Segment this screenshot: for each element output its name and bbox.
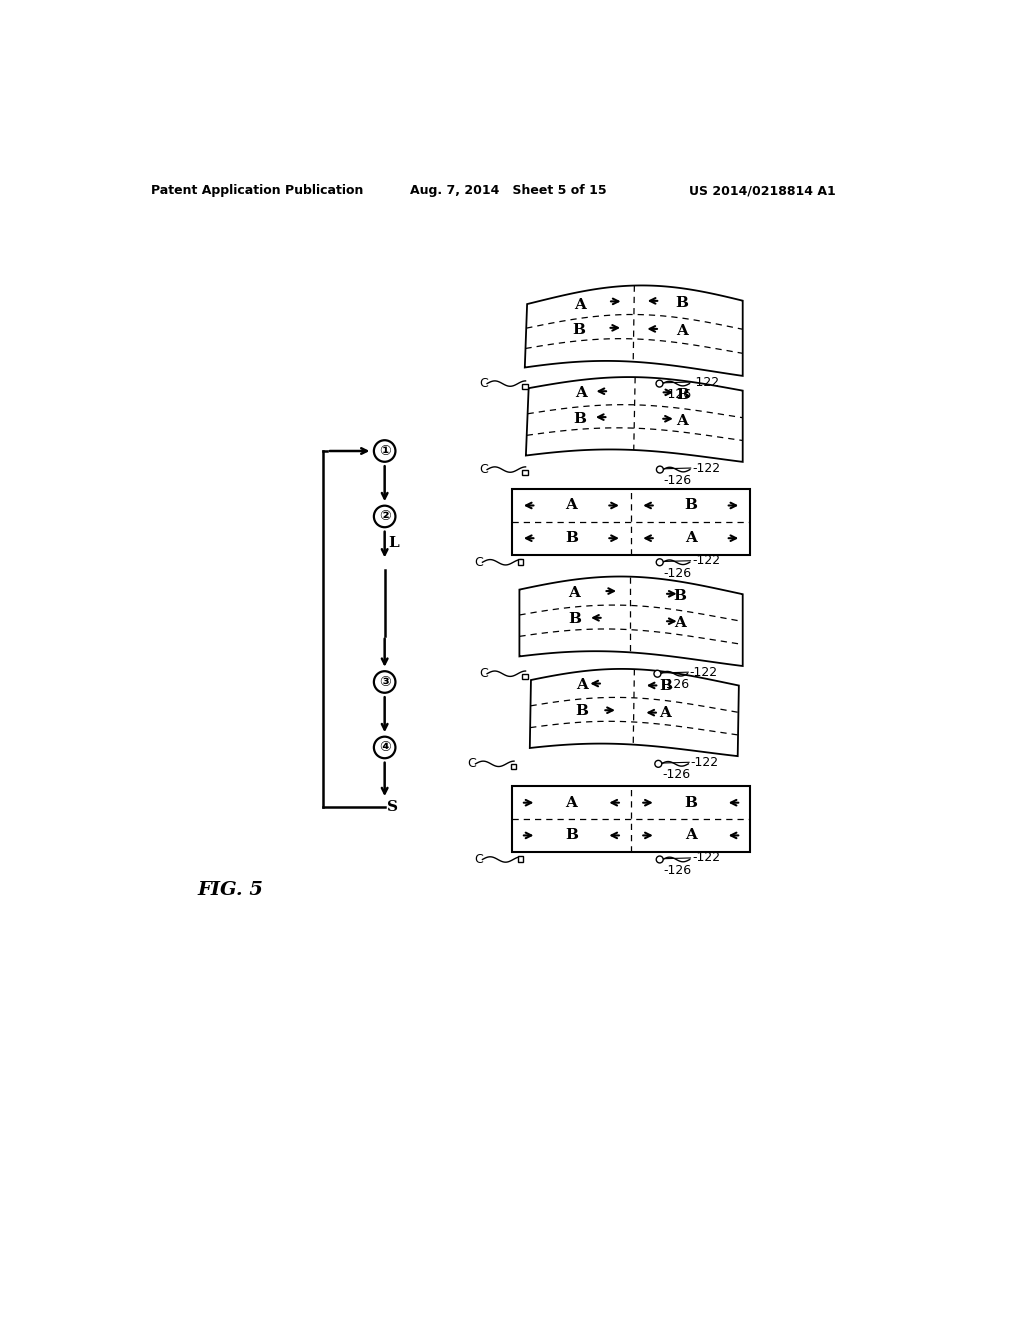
Polygon shape (519, 577, 742, 667)
Bar (518, 857, 523, 862)
Polygon shape (524, 285, 742, 376)
Text: B: B (572, 323, 586, 338)
Circle shape (654, 671, 660, 677)
Text: Patent Application Publication: Patent Application Publication (152, 185, 364, 197)
Text: -126: -126 (664, 388, 691, 401)
Text: A: A (565, 796, 578, 809)
Text: B: B (676, 388, 689, 401)
Text: C: C (479, 667, 487, 680)
Circle shape (374, 506, 395, 527)
Text: A: A (685, 829, 696, 842)
Bar (522, 673, 528, 678)
Text: B: B (575, 705, 588, 718)
Text: -122: -122 (692, 554, 720, 568)
Circle shape (374, 737, 395, 758)
Text: ①: ① (379, 444, 390, 458)
Bar (511, 764, 516, 770)
Text: B: B (565, 829, 578, 842)
Circle shape (656, 380, 663, 387)
Text: A: A (565, 499, 578, 512)
Polygon shape (526, 378, 742, 462)
Text: A: A (674, 616, 686, 631)
Text: A: A (676, 414, 688, 428)
Text: B: B (684, 796, 697, 809)
Text: FIG. 5: FIG. 5 (198, 880, 263, 899)
Text: C: C (479, 378, 487, 391)
Circle shape (374, 671, 395, 693)
Text: -126: -126 (664, 474, 692, 487)
Text: C: C (474, 556, 483, 569)
Text: -122: -122 (692, 462, 720, 474)
Text: A: A (575, 387, 587, 400)
Bar (512, 787, 751, 851)
Bar (512, 490, 751, 554)
Text: B: B (674, 589, 686, 603)
Text: ③: ③ (379, 675, 390, 689)
Text: A: A (659, 706, 671, 721)
Text: -126: -126 (662, 678, 689, 690)
Text: B: B (565, 531, 578, 545)
Text: Aug. 7, 2014   Sheet 5 of 15: Aug. 7, 2014 Sheet 5 of 15 (410, 185, 606, 197)
Bar (522, 470, 528, 475)
Text: B: B (676, 296, 688, 310)
Text: A: A (573, 298, 586, 312)
Text: US 2014/0218814 A1: US 2014/0218814 A1 (688, 185, 836, 197)
Text: -122: -122 (692, 851, 720, 865)
Polygon shape (529, 669, 739, 756)
Text: -122: -122 (690, 665, 718, 678)
Text: B: B (573, 412, 587, 425)
Text: B: B (568, 612, 581, 626)
Circle shape (374, 441, 395, 462)
Text: S: S (387, 800, 398, 813)
Text: -126: -126 (664, 863, 691, 876)
Text: -122: -122 (690, 756, 719, 768)
Text: C: C (467, 758, 476, 771)
Text: B: B (684, 499, 697, 512)
Circle shape (656, 466, 664, 473)
Text: A: A (685, 531, 696, 545)
Text: L: L (388, 536, 399, 550)
Bar (522, 384, 528, 389)
Circle shape (656, 558, 664, 566)
Text: C: C (474, 853, 483, 866)
Text: ②: ② (379, 510, 390, 524)
Text: -122: -122 (692, 376, 720, 388)
Bar (518, 560, 523, 565)
Text: A: A (568, 586, 581, 601)
Text: ④: ④ (379, 741, 390, 755)
Circle shape (656, 857, 664, 863)
Text: B: B (659, 680, 672, 693)
Text: C: C (479, 463, 487, 477)
Text: -126: -126 (663, 768, 690, 781)
Circle shape (654, 760, 662, 767)
Text: -126: -126 (664, 566, 691, 579)
Text: A: A (676, 325, 688, 338)
Text: A: A (575, 678, 588, 692)
